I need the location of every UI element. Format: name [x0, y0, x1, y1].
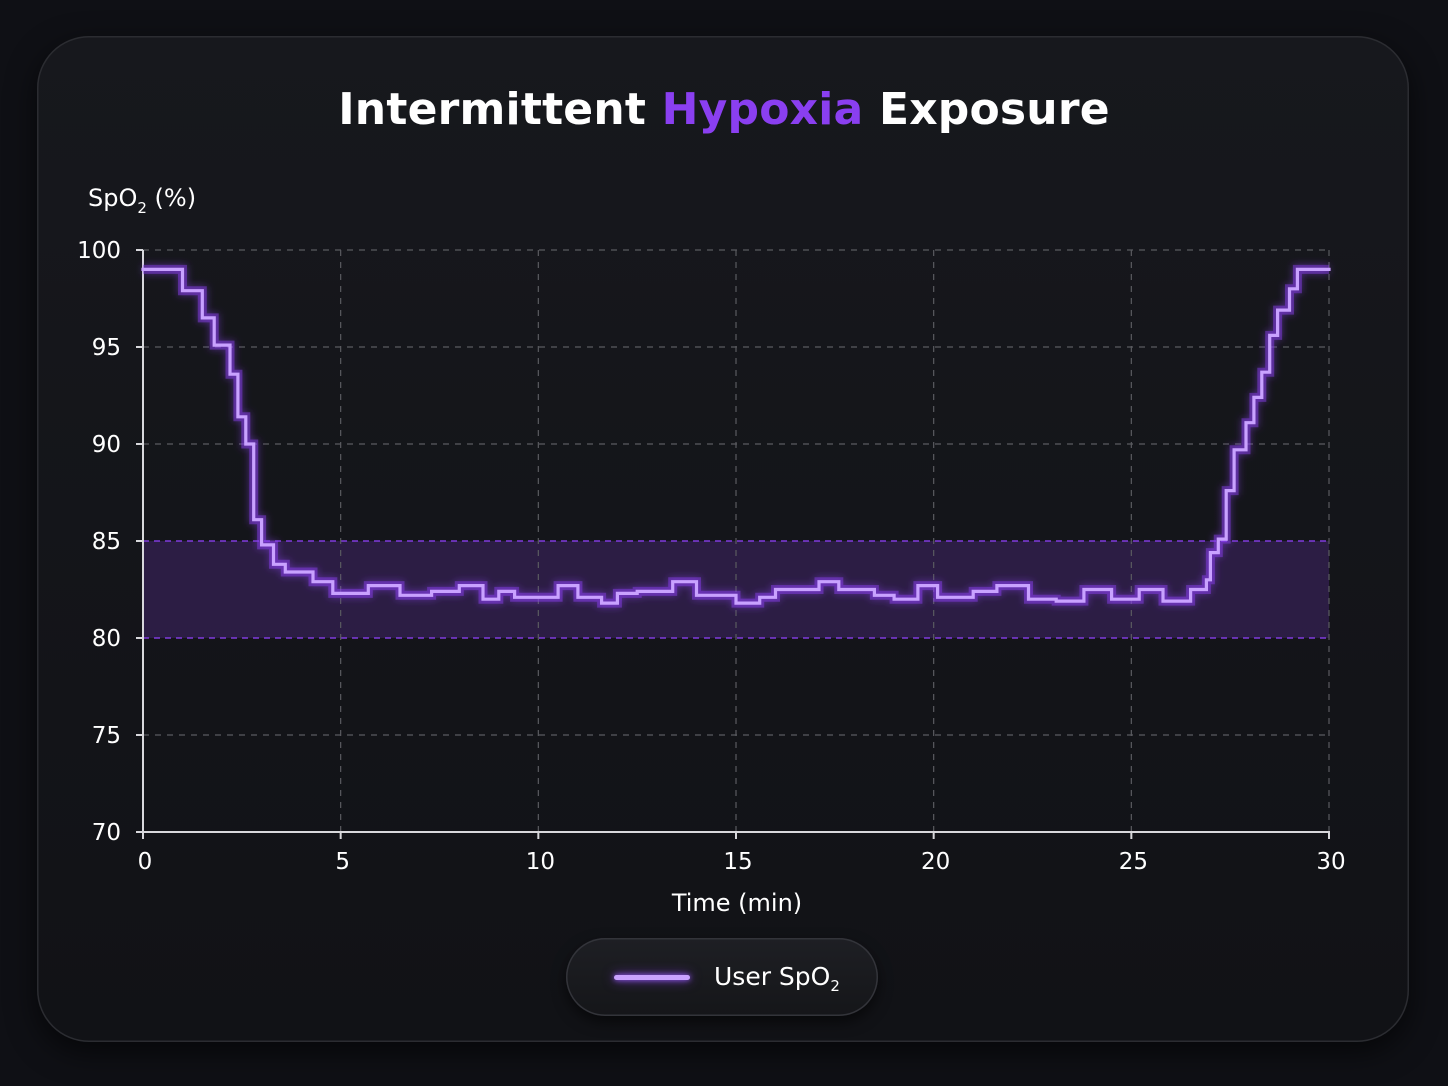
x-axis-label: Time (min) [671, 889, 802, 917]
title-part-3: Exposure [863, 84, 1110, 135]
y-tick-label-75: 75 [92, 723, 121, 749]
y-tick-label-70: 70 [92, 820, 121, 846]
y-tick-label-80: 80 [92, 626, 121, 652]
x-tick-label-30: 30 [1316, 849, 1345, 875]
y-axis-label: SpO2 (%) [88, 184, 196, 217]
y-tick-label-90: 90 [92, 432, 121, 458]
x-tick-label-25: 25 [1119, 849, 1148, 875]
x-tick-label-20: 20 [921, 849, 950, 875]
legend-swatch-user-spo2 [614, 975, 690, 980]
x-tick-label-15: 15 [723, 849, 752, 875]
x-tick-label-0: 0 [138, 849, 153, 875]
x-tick-label-10: 10 [526, 849, 555, 875]
x-tick-label-5: 5 [335, 849, 350, 875]
y-tick-label-95: 95 [92, 335, 121, 361]
chart-title: Intermittent Hypoxia Exposure [0, 84, 1448, 135]
legend-label-user-spo2: User SpO2 [714, 962, 840, 995]
y-tick-label-100: 100 [77, 238, 121, 264]
title-part-1: Intermittent [338, 84, 662, 135]
series-line-user-spo2 [141, 267, 1331, 605]
legend: User SpO2 [566, 938, 878, 1016]
title-accent-word: Hypoxia [661, 84, 864, 135]
y-tick-label-85: 85 [92, 529, 121, 555]
